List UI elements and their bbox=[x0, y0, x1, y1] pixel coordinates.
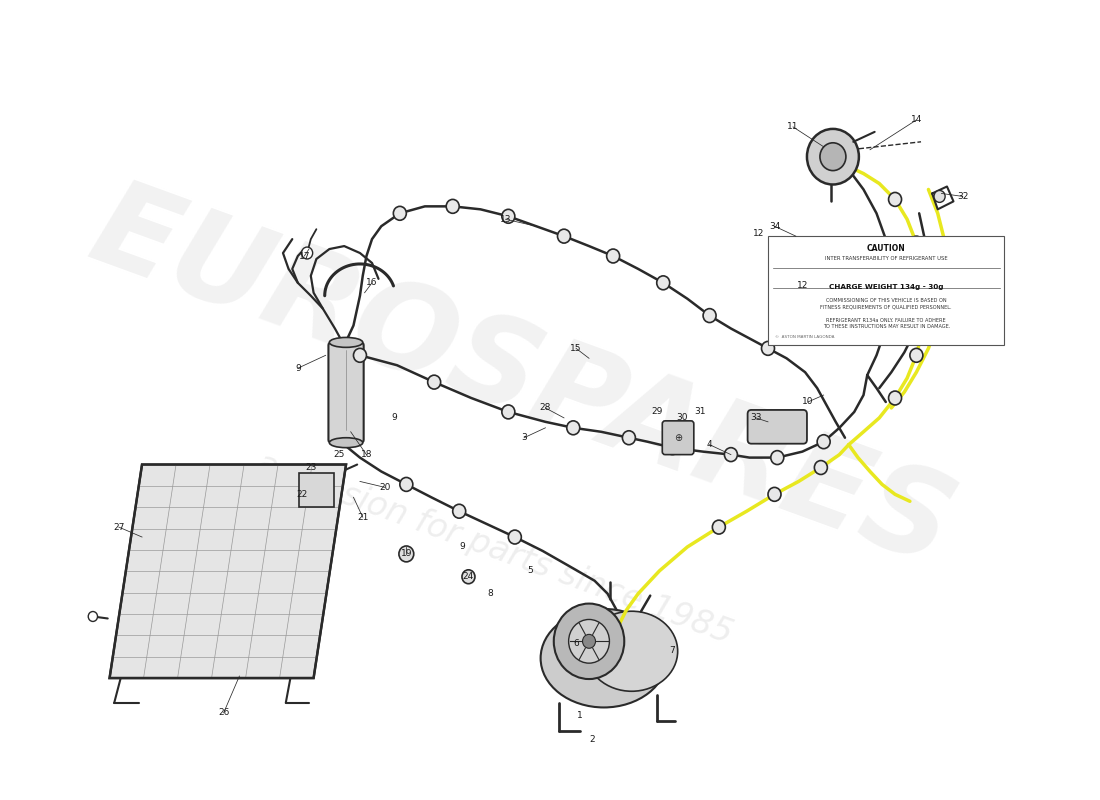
Circle shape bbox=[666, 441, 679, 454]
Circle shape bbox=[657, 276, 670, 290]
Circle shape bbox=[817, 434, 830, 449]
Text: 18: 18 bbox=[361, 450, 372, 459]
Circle shape bbox=[428, 375, 441, 389]
Circle shape bbox=[910, 348, 923, 362]
Text: 9: 9 bbox=[459, 542, 465, 551]
Text: ©  ASTON MARTIN LAGONDA: © ASTON MARTIN LAGONDA bbox=[776, 335, 835, 339]
Circle shape bbox=[713, 520, 725, 534]
Text: CHARGE WEIGHT 134g - 30g: CHARGE WEIGHT 134g - 30g bbox=[829, 284, 944, 290]
Bar bbox=[768, 236, 1004, 346]
Circle shape bbox=[889, 193, 902, 206]
Text: REFRIGERANT R134a ONLY. FAILURE TO ADHERE
TO THESE INSTRUCTIONS MAY RESULT IN DA: REFRIGERANT R134a ONLY. FAILURE TO ADHER… bbox=[823, 318, 950, 329]
Circle shape bbox=[301, 247, 312, 259]
Text: EUROSPARES: EUROSPARES bbox=[76, 170, 969, 590]
Circle shape bbox=[502, 405, 515, 419]
Text: 16: 16 bbox=[366, 278, 377, 287]
FancyBboxPatch shape bbox=[748, 410, 807, 444]
Circle shape bbox=[462, 570, 475, 584]
Circle shape bbox=[353, 348, 366, 362]
Circle shape bbox=[768, 487, 781, 502]
Circle shape bbox=[394, 206, 406, 220]
Text: 14: 14 bbox=[911, 115, 922, 125]
Text: 20: 20 bbox=[379, 483, 390, 492]
Text: 7: 7 bbox=[670, 646, 675, 654]
Circle shape bbox=[807, 129, 859, 185]
FancyBboxPatch shape bbox=[662, 421, 694, 454]
Circle shape bbox=[88, 611, 98, 622]
Text: 5: 5 bbox=[527, 566, 532, 575]
Circle shape bbox=[820, 142, 846, 170]
Circle shape bbox=[566, 421, 580, 434]
Polygon shape bbox=[110, 465, 346, 678]
Text: 2: 2 bbox=[588, 735, 595, 744]
Circle shape bbox=[814, 461, 827, 474]
Text: 10: 10 bbox=[802, 398, 814, 406]
Circle shape bbox=[703, 309, 716, 322]
Text: COMMISSIONING OF THIS VEHICLE IS BASED ON
FITNESS REQUIREMENTS OF QUALIFIED PERS: COMMISSIONING OF THIS VEHICLE IS BASED O… bbox=[821, 298, 953, 310]
Text: 9: 9 bbox=[392, 414, 397, 422]
Circle shape bbox=[583, 634, 595, 648]
Circle shape bbox=[771, 450, 784, 465]
Text: 13: 13 bbox=[499, 214, 512, 224]
Circle shape bbox=[558, 229, 571, 243]
Text: 29: 29 bbox=[651, 407, 662, 417]
Text: 12: 12 bbox=[796, 282, 808, 290]
Text: CAUTION: CAUTION bbox=[867, 244, 905, 253]
Text: 9: 9 bbox=[295, 364, 300, 373]
Text: ⊕: ⊕ bbox=[674, 433, 682, 442]
Text: 6: 6 bbox=[573, 638, 579, 648]
Circle shape bbox=[508, 530, 521, 544]
Ellipse shape bbox=[329, 438, 363, 448]
Circle shape bbox=[606, 249, 619, 263]
Circle shape bbox=[889, 391, 902, 405]
Text: 15: 15 bbox=[570, 344, 582, 353]
Text: 34: 34 bbox=[769, 222, 780, 230]
Text: 3: 3 bbox=[521, 434, 527, 442]
Text: 33: 33 bbox=[750, 414, 761, 422]
Ellipse shape bbox=[585, 611, 678, 691]
Ellipse shape bbox=[540, 609, 667, 707]
Ellipse shape bbox=[329, 338, 363, 347]
Circle shape bbox=[553, 603, 625, 679]
Text: 24: 24 bbox=[463, 572, 474, 582]
Text: 26: 26 bbox=[218, 708, 229, 718]
Circle shape bbox=[447, 199, 459, 214]
Circle shape bbox=[569, 619, 609, 663]
Circle shape bbox=[502, 210, 515, 223]
Circle shape bbox=[916, 322, 930, 335]
Circle shape bbox=[725, 448, 737, 462]
Text: 8: 8 bbox=[487, 589, 493, 598]
Circle shape bbox=[934, 190, 945, 202]
FancyBboxPatch shape bbox=[329, 342, 364, 442]
Text: 25: 25 bbox=[333, 450, 344, 459]
Text: 27: 27 bbox=[113, 522, 124, 532]
Text: 4: 4 bbox=[707, 440, 713, 449]
Circle shape bbox=[623, 430, 636, 445]
Text: 22: 22 bbox=[296, 490, 307, 499]
Text: 28: 28 bbox=[540, 403, 551, 413]
Text: 23: 23 bbox=[305, 463, 317, 472]
Circle shape bbox=[761, 342, 774, 355]
Circle shape bbox=[910, 236, 923, 250]
Text: 31: 31 bbox=[694, 407, 706, 417]
Circle shape bbox=[399, 546, 414, 562]
Text: 19: 19 bbox=[400, 550, 412, 558]
Text: 11: 11 bbox=[788, 122, 799, 131]
FancyBboxPatch shape bbox=[299, 474, 334, 507]
Circle shape bbox=[453, 504, 465, 518]
Text: 32: 32 bbox=[957, 192, 968, 201]
Text: 1: 1 bbox=[576, 711, 583, 720]
Text: 30: 30 bbox=[676, 414, 688, 422]
Circle shape bbox=[399, 478, 412, 491]
Text: 21: 21 bbox=[358, 513, 368, 522]
Text: 17: 17 bbox=[298, 251, 310, 261]
Text: a passion for parts since 1985: a passion for parts since 1985 bbox=[252, 447, 737, 650]
Text: 12: 12 bbox=[754, 229, 764, 238]
Text: INTER TRANSFERABILITY OF REFRIGERANT USE: INTER TRANSFERABILITY OF REFRIGERANT USE bbox=[825, 256, 947, 261]
